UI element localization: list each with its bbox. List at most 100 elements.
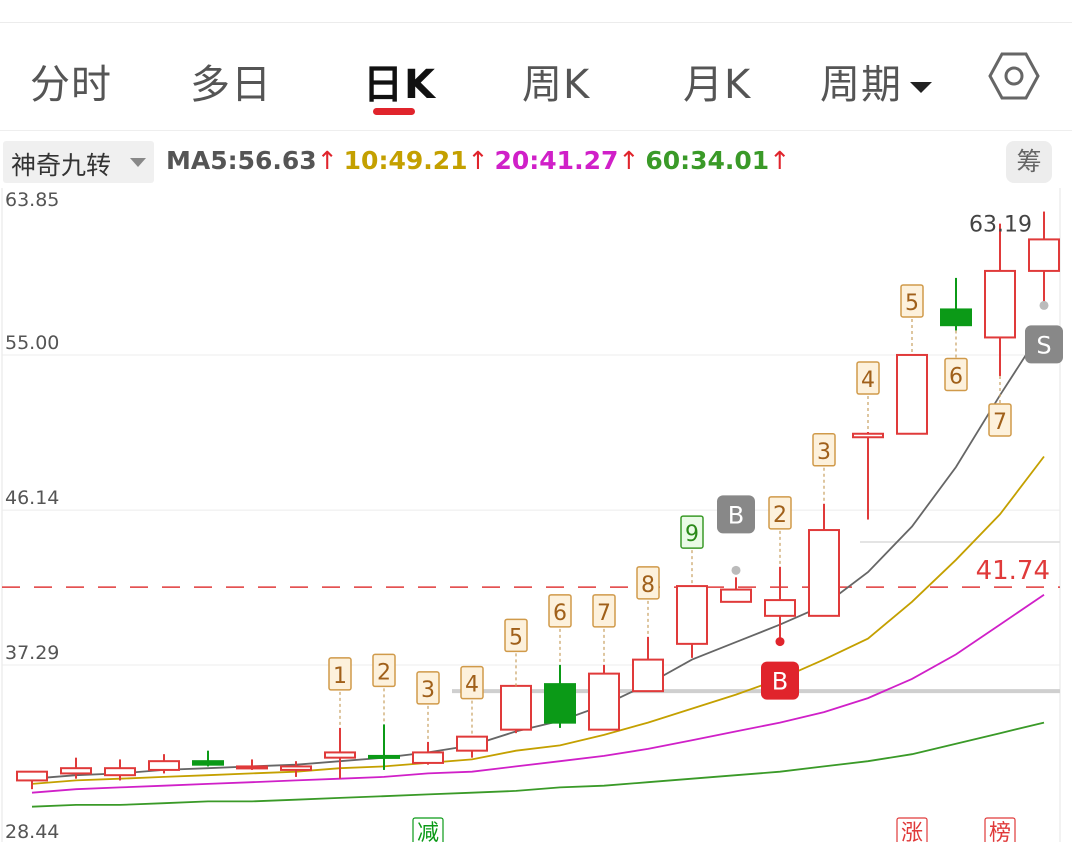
candle (412, 741, 444, 765)
candle-body (588, 672, 620, 731)
caret-down-icon (130, 158, 146, 167)
nine-turn-count: 1 (333, 664, 347, 689)
candle (896, 353, 928, 435)
candle (148, 754, 180, 774)
candle (368, 724, 400, 770)
tab-weekly-k[interactable]: 周K (522, 62, 591, 108)
indicator-selector-label: 神奇九转 (11, 151, 112, 180)
ma10-line (31, 455, 1045, 785)
nine-turn-badge (944, 357, 968, 392)
candle (588, 664, 620, 731)
candle-body (60, 767, 92, 775)
ma60-line (31, 721, 1045, 808)
candle-body (676, 585, 708, 645)
candle (676, 585, 708, 658)
ma20-legend-label: 20: (494, 146, 540, 175)
nine-turn-count: 7 (597, 601, 611, 626)
ma60-legend-value: 34.01 (690, 146, 770, 175)
candle (940, 277, 972, 331)
candle-body (412, 751, 444, 764)
nine-turn-badge (504, 618, 528, 653)
candle (456, 735, 488, 758)
y-axis-tick-label: 28.44 (5, 821, 59, 842)
trade-signal-badge (761, 661, 799, 700)
indicator-selector[interactable]: 神奇九转 (3, 141, 154, 183)
signal-dot (775, 637, 785, 647)
nine-turn-count: 7 (993, 410, 1007, 435)
y-axis-tick-label: 63.85 (5, 189, 59, 211)
candle-body (632, 658, 664, 693)
candle-body (764, 599, 796, 617)
nine-turn-count: 4 (861, 368, 875, 393)
ma60-legend: 60:34.01↑ (645, 146, 796, 175)
candle-body (192, 760, 224, 766)
event-marker-label: 减 (417, 821, 439, 842)
signal-dot (1039, 300, 1049, 310)
nine-turn-count: 2 (773, 503, 787, 528)
candle (104, 759, 136, 781)
candle (500, 684, 532, 734)
candle-body (500, 684, 532, 731)
event-marker-label: 涨 (901, 821, 923, 842)
nine-turn-badge (328, 657, 352, 691)
nine-turn-count: 3 (817, 440, 831, 465)
nine-turn-badge (548, 594, 572, 628)
candle-body (896, 353, 928, 435)
tab-daily-k[interactable]: 日K (363, 62, 436, 108)
tab-multi-day[interactable]: 多日 (190, 62, 272, 108)
candle-body (1028, 238, 1060, 272)
candle (544, 664, 576, 728)
nine-turn-badge (680, 515, 704, 549)
event-marker-label: 榜 (989, 821, 1011, 842)
y-axis-tick-label: 46.14 (5, 487, 59, 509)
chip-distribution-button[interactable]: 筹 (1006, 141, 1052, 183)
ma5-legend-label: MA5: (166, 146, 238, 175)
candle-body (236, 765, 268, 770)
candle (852, 431, 884, 520)
candle-body (940, 308, 972, 327)
nine-turn-badge (636, 566, 660, 600)
tab-intraday[interactable]: 分时 (30, 62, 112, 108)
nine-turn-count: 2 (377, 660, 391, 685)
ma10-legend-value: 49.21 (388, 146, 468, 175)
candle (192, 750, 224, 767)
tab-monthly-k[interactable]: 月K (683, 62, 752, 108)
tab-period-label: 周期 (820, 62, 902, 108)
nine-turn-count: 8 (641, 573, 655, 598)
ma20-line (31, 594, 1045, 794)
ma60-legend-label: 60: (645, 146, 691, 175)
candle-body (808, 529, 840, 617)
nine-turn-badge (460, 665, 484, 700)
nine-turn-badge (372, 653, 396, 688)
reference-price-label: 41.74 (976, 556, 1050, 586)
nine-turn-badge (856, 361, 880, 395)
ma10-legend: 10:49.21↑ (344, 146, 495, 175)
ma5-legend-arrow: ↑ (316, 146, 338, 175)
candle-body (324, 751, 356, 759)
event-marker-box (984, 817, 1016, 842)
y-axis-tick-label: 37.29 (5, 642, 59, 664)
candle-body (104, 767, 136, 777)
candle (60, 757, 92, 779)
nine-turn-badge (416, 671, 440, 705)
candle-body (148, 760, 180, 771)
header-divider (0, 130, 1072, 131)
signal-dot (731, 565, 741, 575)
candle-body (852, 432, 884, 439)
event-marker-box (412, 817, 444, 842)
candle-body (984, 269, 1016, 339)
nine-turn-count: 5 (509, 625, 523, 650)
ma60-legend-arrow: ↑ (769, 146, 791, 175)
candle (632, 636, 664, 693)
settings-hexagon-icon[interactable] (988, 50, 1040, 102)
candle-body (720, 588, 752, 603)
trade-signal-label: S (1036, 331, 1051, 359)
ma20-legend-arrow: ↑ (618, 146, 640, 175)
ma10-legend-label: 10: (343, 146, 389, 175)
max-price-label: 63.19 (969, 213, 1032, 238)
top-divider (0, 22, 1072, 23)
nine-turn-count: 6 (553, 601, 567, 626)
ma20-legend-value: 41.27 (539, 146, 619, 175)
tab-period-dropdown[interactable]: 周期 (820, 52, 932, 110)
